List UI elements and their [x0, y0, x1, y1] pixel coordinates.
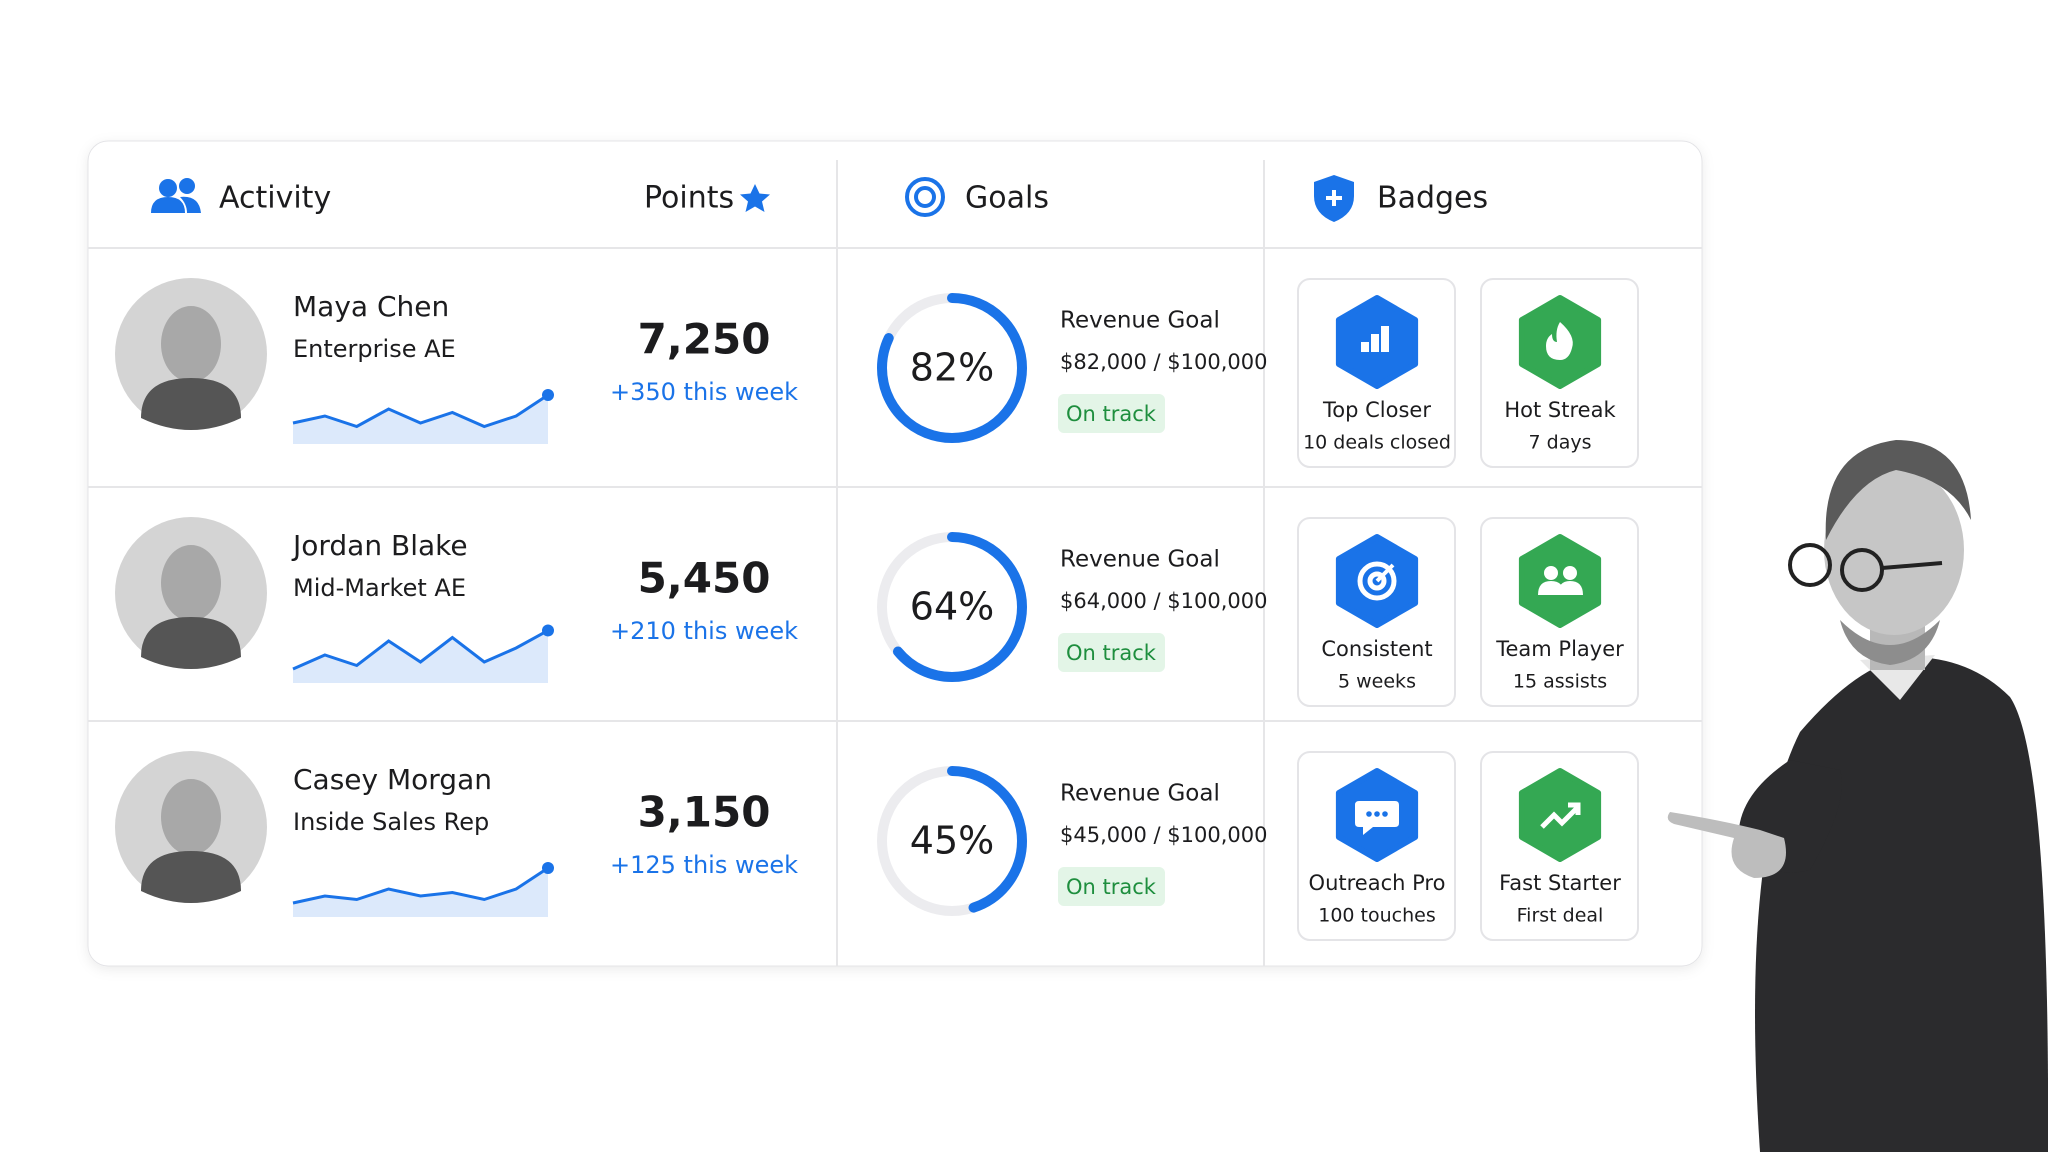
goal-ring-progress: [877, 766, 1027, 916]
avatar-face: [161, 306, 221, 382]
avatar-body: [141, 378, 241, 430]
icon-part: [1540, 802, 1581, 829]
goal-title: Revenue Goal: [1060, 547, 1220, 573]
points-value: 3,150: [638, 788, 771, 837]
avatar: [115, 751, 267, 903]
person-name: Casey Morgan: [293, 763, 492, 796]
badge-title: Consistent: [1321, 637, 1432, 661]
badge-detail: First deal: [1517, 905, 1604, 927]
presenter: [1667, 440, 2048, 1152]
avatar-body: [141, 617, 241, 669]
sparkline-end: [542, 389, 554, 401]
sparkline-line: [292, 393, 549, 429]
points-value: 5,450: [638, 554, 771, 603]
sparkline-area: [293, 868, 548, 917]
header-goals: Goals: [965, 181, 1049, 216]
badge-hexagon: [1518, 768, 1602, 862]
avatar-body: [141, 851, 241, 903]
badge-detail: 5 weeks: [1338, 671, 1416, 693]
goal-amount: $45,000 / $100,000: [1060, 823, 1267, 847]
badge-icon: [1357, 561, 1397, 601]
badge-icon: [1538, 566, 1583, 595]
badge-title: Outreach Pro: [1309, 871, 1446, 895]
avatar: [115, 517, 267, 669]
rows: Maya Chen Enterprise AE 7,250 +350 this wee…: [115, 278, 1639, 941]
icon-part: [1366, 811, 1372, 817]
badge-title: Hot Streak: [1504, 398, 1616, 422]
person-role: Enterprise AE: [293, 335, 456, 363]
icon-part: [1382, 811, 1388, 817]
sparkline-line: [292, 629, 549, 671]
sparkline-end: [542, 862, 554, 874]
activity-icon: [151, 178, 201, 213]
status-pill: [1058, 633, 1165, 672]
badge-title: Top Closer: [1322, 398, 1431, 422]
badge-title: Team Player: [1495, 637, 1624, 661]
icon-part: [1371, 334, 1379, 352]
goal-amount: $82,000 / $100,000: [1060, 350, 1267, 374]
badge-icon: [1355, 801, 1399, 835]
person-name: Maya Chen: [293, 290, 449, 323]
leaderboard-row: Jordan Blake Mid-Market AE 5,450 +210 this …: [115, 517, 1639, 707]
sparkline-line: [292, 866, 549, 905]
goal-percent: 64%: [910, 585, 994, 629]
badge-title: Fast Starter: [1499, 871, 1621, 895]
badge-detail: 7 days: [1529, 432, 1592, 454]
sparkline-area: [293, 395, 548, 444]
points-weekly: +125 this week: [610, 851, 798, 879]
icon-part: [1355, 801, 1399, 835]
points-weekly: +350 this week: [610, 378, 798, 406]
header-activity: Activity: [219, 181, 331, 216]
goal-title: Revenue Goal: [1060, 308, 1220, 334]
status-pill: [1058, 394, 1165, 433]
icon-part: [1546, 322, 1573, 360]
badge-icon: [1546, 322, 1573, 360]
avatar-face: [161, 545, 221, 621]
icon-part: [1381, 326, 1389, 352]
goal-percent: 82%: [910, 346, 994, 390]
badge-detail: 10 deals closed: [1303, 432, 1451, 454]
header-badges: Badges: [1377, 181, 1488, 216]
status-pill: [1058, 867, 1165, 906]
header-points: Points: [644, 181, 734, 216]
dividers: [88, 160, 1702, 966]
avatar: [115, 278, 267, 430]
person-role: Inside Sales Rep: [293, 808, 489, 836]
status-text: On track: [1066, 402, 1157, 426]
icon-part: [1361, 342, 1369, 352]
icon-part: [1367, 571, 1387, 591]
icon-part: [1538, 581, 1583, 595]
status-text: On track: [1066, 641, 1157, 665]
badges-icon: [1314, 175, 1354, 222]
goal-percent: 45%: [910, 819, 994, 863]
goal-amount: $64,000 / $100,000: [1060, 589, 1267, 613]
leaderboard-row: Maya Chen Enterprise AE 7,250 +350 this wee…: [115, 278, 1639, 468]
avatar-face: [161, 779, 221, 855]
icon-part: [1544, 566, 1558, 580]
goal-title: Revenue Goal: [1060, 781, 1220, 807]
badge-hexagon: [1518, 534, 1602, 628]
person-name: Jordan Blake: [291, 529, 468, 562]
badge-icon: [1361, 326, 1389, 352]
status-text: On track: [1066, 875, 1157, 899]
goal-ring-progress: [877, 293, 1027, 443]
badge-detail: 100 touches: [1318, 905, 1436, 927]
sparkline-area: [293, 630, 548, 683]
icon-part: [1357, 561, 1397, 601]
goal-ring-progress: [877, 532, 1027, 682]
points-value: 7,250: [638, 315, 771, 364]
person-role: Mid-Market AE: [293, 574, 466, 602]
leaderboard-row: Casey Morgan Inside Sales Rep 3,150 +125 th…: [115, 751, 1639, 941]
badge-detail: 15 assists: [1513, 671, 1607, 693]
goals-icon: [905, 177, 945, 217]
icon-part: [1374, 811, 1380, 817]
icon-part: [1375, 563, 1395, 583]
icon-part: [1563, 566, 1577, 580]
badge-icon: [1540, 802, 1581, 829]
star-icon: [740, 184, 770, 212]
sparkline-end: [542, 624, 554, 637]
points-weekly: +210 this week: [610, 617, 798, 645]
